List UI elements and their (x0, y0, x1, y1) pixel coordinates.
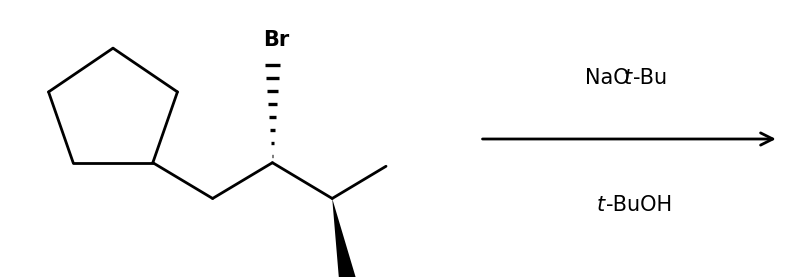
Text: Br: Br (263, 30, 290, 50)
Text: t: t (597, 195, 605, 215)
Text: -BuOH: -BuOH (606, 195, 673, 215)
Text: NaO: NaO (585, 68, 630, 88)
Text: t: t (623, 68, 631, 88)
Polygon shape (332, 198, 363, 278)
Text: -Bu: -Bu (633, 68, 667, 88)
